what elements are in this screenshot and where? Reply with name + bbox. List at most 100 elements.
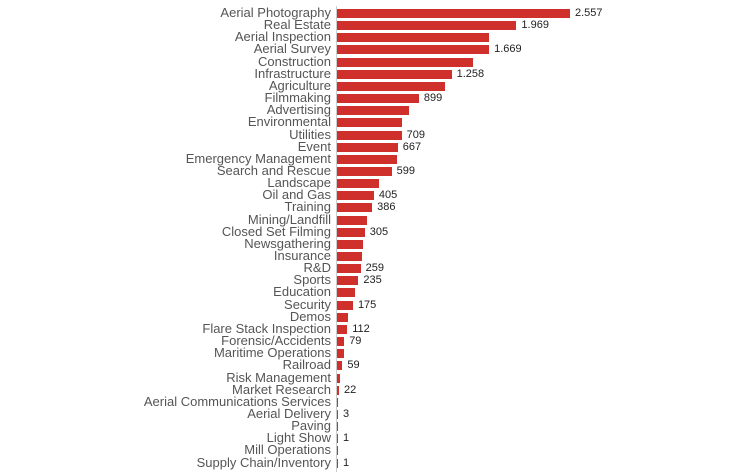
category-label: Newsgathering xyxy=(244,235,331,251)
bar-row: Sports 235 xyxy=(0,272,750,287)
bar xyxy=(337,94,419,104)
data-label: 175 xyxy=(357,298,377,311)
bar-row: Aerial Inspection xyxy=(0,29,750,45)
category-label: Utilities xyxy=(289,126,331,142)
data-label: 1.669 xyxy=(494,43,522,56)
bar xyxy=(337,324,348,334)
data-label: 899 xyxy=(423,92,443,105)
bar-row: Education xyxy=(0,284,750,300)
bar-row: Aerial Delivery 3 xyxy=(0,406,750,421)
bar-row: Advertising xyxy=(0,102,750,118)
bar xyxy=(337,361,343,371)
data-label: 259 xyxy=(365,262,384,275)
category-label: Aerial Survey xyxy=(253,41,331,57)
category-label: Education xyxy=(273,284,331,300)
bar xyxy=(337,166,392,176)
category-label: Advertising xyxy=(266,102,331,118)
bar xyxy=(337,21,517,31)
category-label: Railroad xyxy=(282,357,331,373)
bar xyxy=(337,81,445,91)
bar xyxy=(337,288,356,298)
bar xyxy=(337,69,452,79)
category-label: Flare Stack Inspection xyxy=(202,320,331,336)
category-label: Real Estate xyxy=(263,17,331,33)
bar-row: Security 175 xyxy=(0,297,750,312)
category-label: Aerial Inspection xyxy=(234,29,331,45)
category-label: Paving xyxy=(291,418,331,434)
category-label: Light Show xyxy=(266,430,331,446)
bar-row: Maritime Operations xyxy=(0,345,750,360)
data-label: 1.258 xyxy=(456,67,485,80)
bar-row: Oil and Gas 405 xyxy=(0,187,750,202)
data-label: 112 xyxy=(352,322,370,335)
bar-row: Real Estate 1.969 xyxy=(0,17,750,33)
bar-row: Mining/Landfill xyxy=(0,212,750,227)
bar xyxy=(337,422,338,432)
bar-row: R&D 259 xyxy=(0,260,750,276)
bar xyxy=(337,385,339,395)
bar-row: Agriculture xyxy=(0,77,750,93)
data-label: 709 xyxy=(406,128,425,141)
bar xyxy=(337,215,368,225)
bar-row: Closed Set Filming 305 xyxy=(0,223,750,239)
data-label: 59 xyxy=(347,359,360,372)
category-label: Emergency Management xyxy=(185,150,331,166)
data-label: 1 xyxy=(343,456,350,469)
bar xyxy=(337,57,473,67)
data-label: 79 xyxy=(349,335,362,348)
category-label: Environmental xyxy=(247,114,331,130)
bar xyxy=(337,446,338,456)
data-label: 1.969 xyxy=(521,19,549,32)
category-label: Agriculture xyxy=(268,77,331,93)
bar xyxy=(337,434,338,444)
data-label: 305 xyxy=(369,225,389,238)
data-label: 2.557 xyxy=(575,7,603,19)
bar-row: Insurance xyxy=(0,248,750,263)
bar xyxy=(337,33,490,43)
bar xyxy=(337,45,490,55)
bar-row: Filmmaking 899 xyxy=(0,90,750,105)
bar-row: Mill Operations xyxy=(0,442,750,458)
bar-row: Infrastructure 1.258 xyxy=(0,65,750,81)
category-label: Aerial Photography xyxy=(220,5,331,20)
bar-row: Light Show 1 xyxy=(0,430,750,446)
category-label: Event xyxy=(297,138,331,154)
category-label: Aerial Communications Services xyxy=(143,393,331,409)
bar xyxy=(337,179,379,189)
bar xyxy=(337,397,339,407)
bar xyxy=(337,264,361,274)
category-label: Forensic/Accidents xyxy=(221,333,331,349)
bar xyxy=(337,252,362,261)
bar xyxy=(337,227,365,237)
bar xyxy=(337,154,398,164)
category-label: Landscape xyxy=(267,175,331,191)
data-label: 667 xyxy=(402,140,422,153)
bar xyxy=(337,9,570,18)
data-label: 405 xyxy=(378,189,398,202)
bar-row: Newsgathering xyxy=(0,235,750,251)
bar xyxy=(337,409,338,419)
category-label: Construction xyxy=(258,53,331,69)
bar-row: Flare Stack Inspection 112 xyxy=(0,320,750,336)
bar xyxy=(337,203,373,213)
bar-row: Railroad 59 xyxy=(0,357,750,373)
data-label: 599 xyxy=(396,164,415,177)
bar-row: Event 667 xyxy=(0,138,750,154)
bar xyxy=(337,118,402,128)
data-label: 386 xyxy=(377,201,396,214)
category-label: Search and Rescue xyxy=(216,162,331,178)
data-label: 3 xyxy=(343,407,350,420)
category-label: R&D xyxy=(303,260,331,276)
category-axis-line xyxy=(336,6,337,472)
bar-row: Market Research 22 xyxy=(0,382,750,397)
category-label: Closed Set Filming xyxy=(221,223,331,239)
data-label: 22 xyxy=(344,383,357,396)
category-label: Infrastructure xyxy=(254,65,331,81)
bar-row: Utilities 709 xyxy=(0,126,750,142)
bar-row: Demos xyxy=(0,309,750,324)
bar-row: Search and Rescue 599 xyxy=(0,162,750,178)
category-label: Mill Operations xyxy=(244,442,331,458)
category-label: Training xyxy=(284,199,331,215)
bar xyxy=(337,373,341,383)
